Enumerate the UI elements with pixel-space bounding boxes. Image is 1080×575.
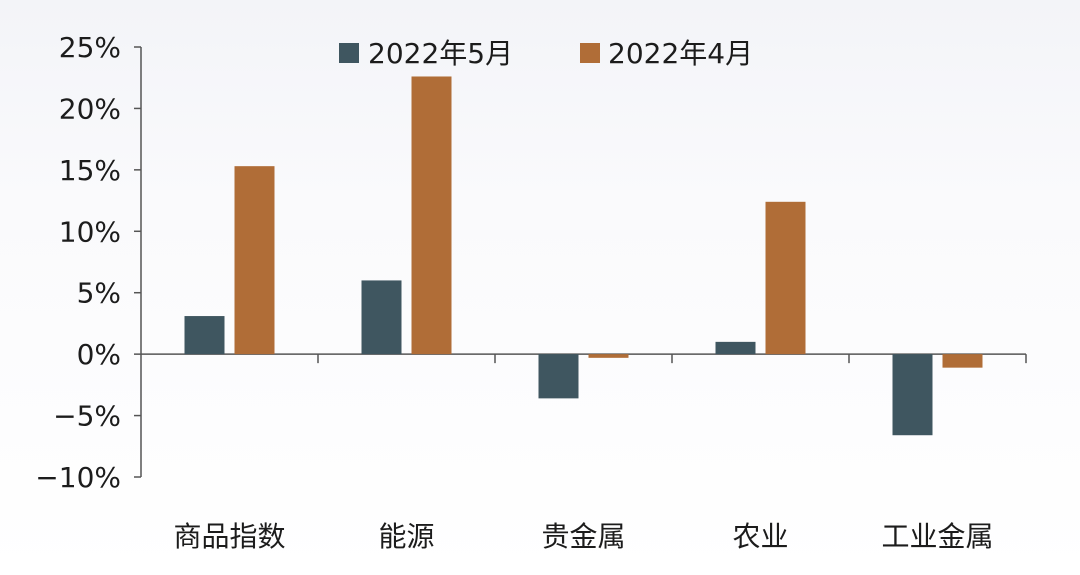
- category-label: 贵金属: [541, 520, 625, 553]
- legend-swatch: [580, 43, 600, 63]
- category-label: 能源: [378, 520, 434, 553]
- y-tick-label: 0%: [77, 338, 121, 371]
- category-label: 农业: [732, 520, 788, 553]
- y-tick-label: 5%: [77, 277, 121, 310]
- y-tick-label: 15%: [59, 154, 121, 187]
- bar-series1: [184, 316, 225, 355]
- bar-series2: [588, 354, 629, 358]
- bar-series1: [715, 341, 756, 355]
- legend-swatch: [339, 43, 359, 63]
- bar-series1: [892, 354, 933, 436]
- bar-series1: [538, 354, 579, 399]
- y-tick-label: −5%: [53, 400, 121, 433]
- bar-series1: [361, 280, 402, 355]
- legend-label: 2022年5月: [368, 37, 513, 70]
- y-tick-label: 25%: [59, 31, 121, 64]
- bar-series2: [234, 166, 275, 355]
- legend-label: 2022年4月: [608, 37, 753, 70]
- y-tick-label: −10%: [35, 461, 121, 494]
- bar-series2: [942, 354, 983, 368]
- y-tick-label: 20%: [59, 92, 121, 125]
- y-tick-label: 10%: [59, 215, 121, 248]
- bar-series2: [411, 76, 452, 355]
- bar-series2: [765, 201, 806, 355]
- category-label: 商品指数: [173, 520, 285, 553]
- category-label: 工业金属: [881, 520, 993, 553]
